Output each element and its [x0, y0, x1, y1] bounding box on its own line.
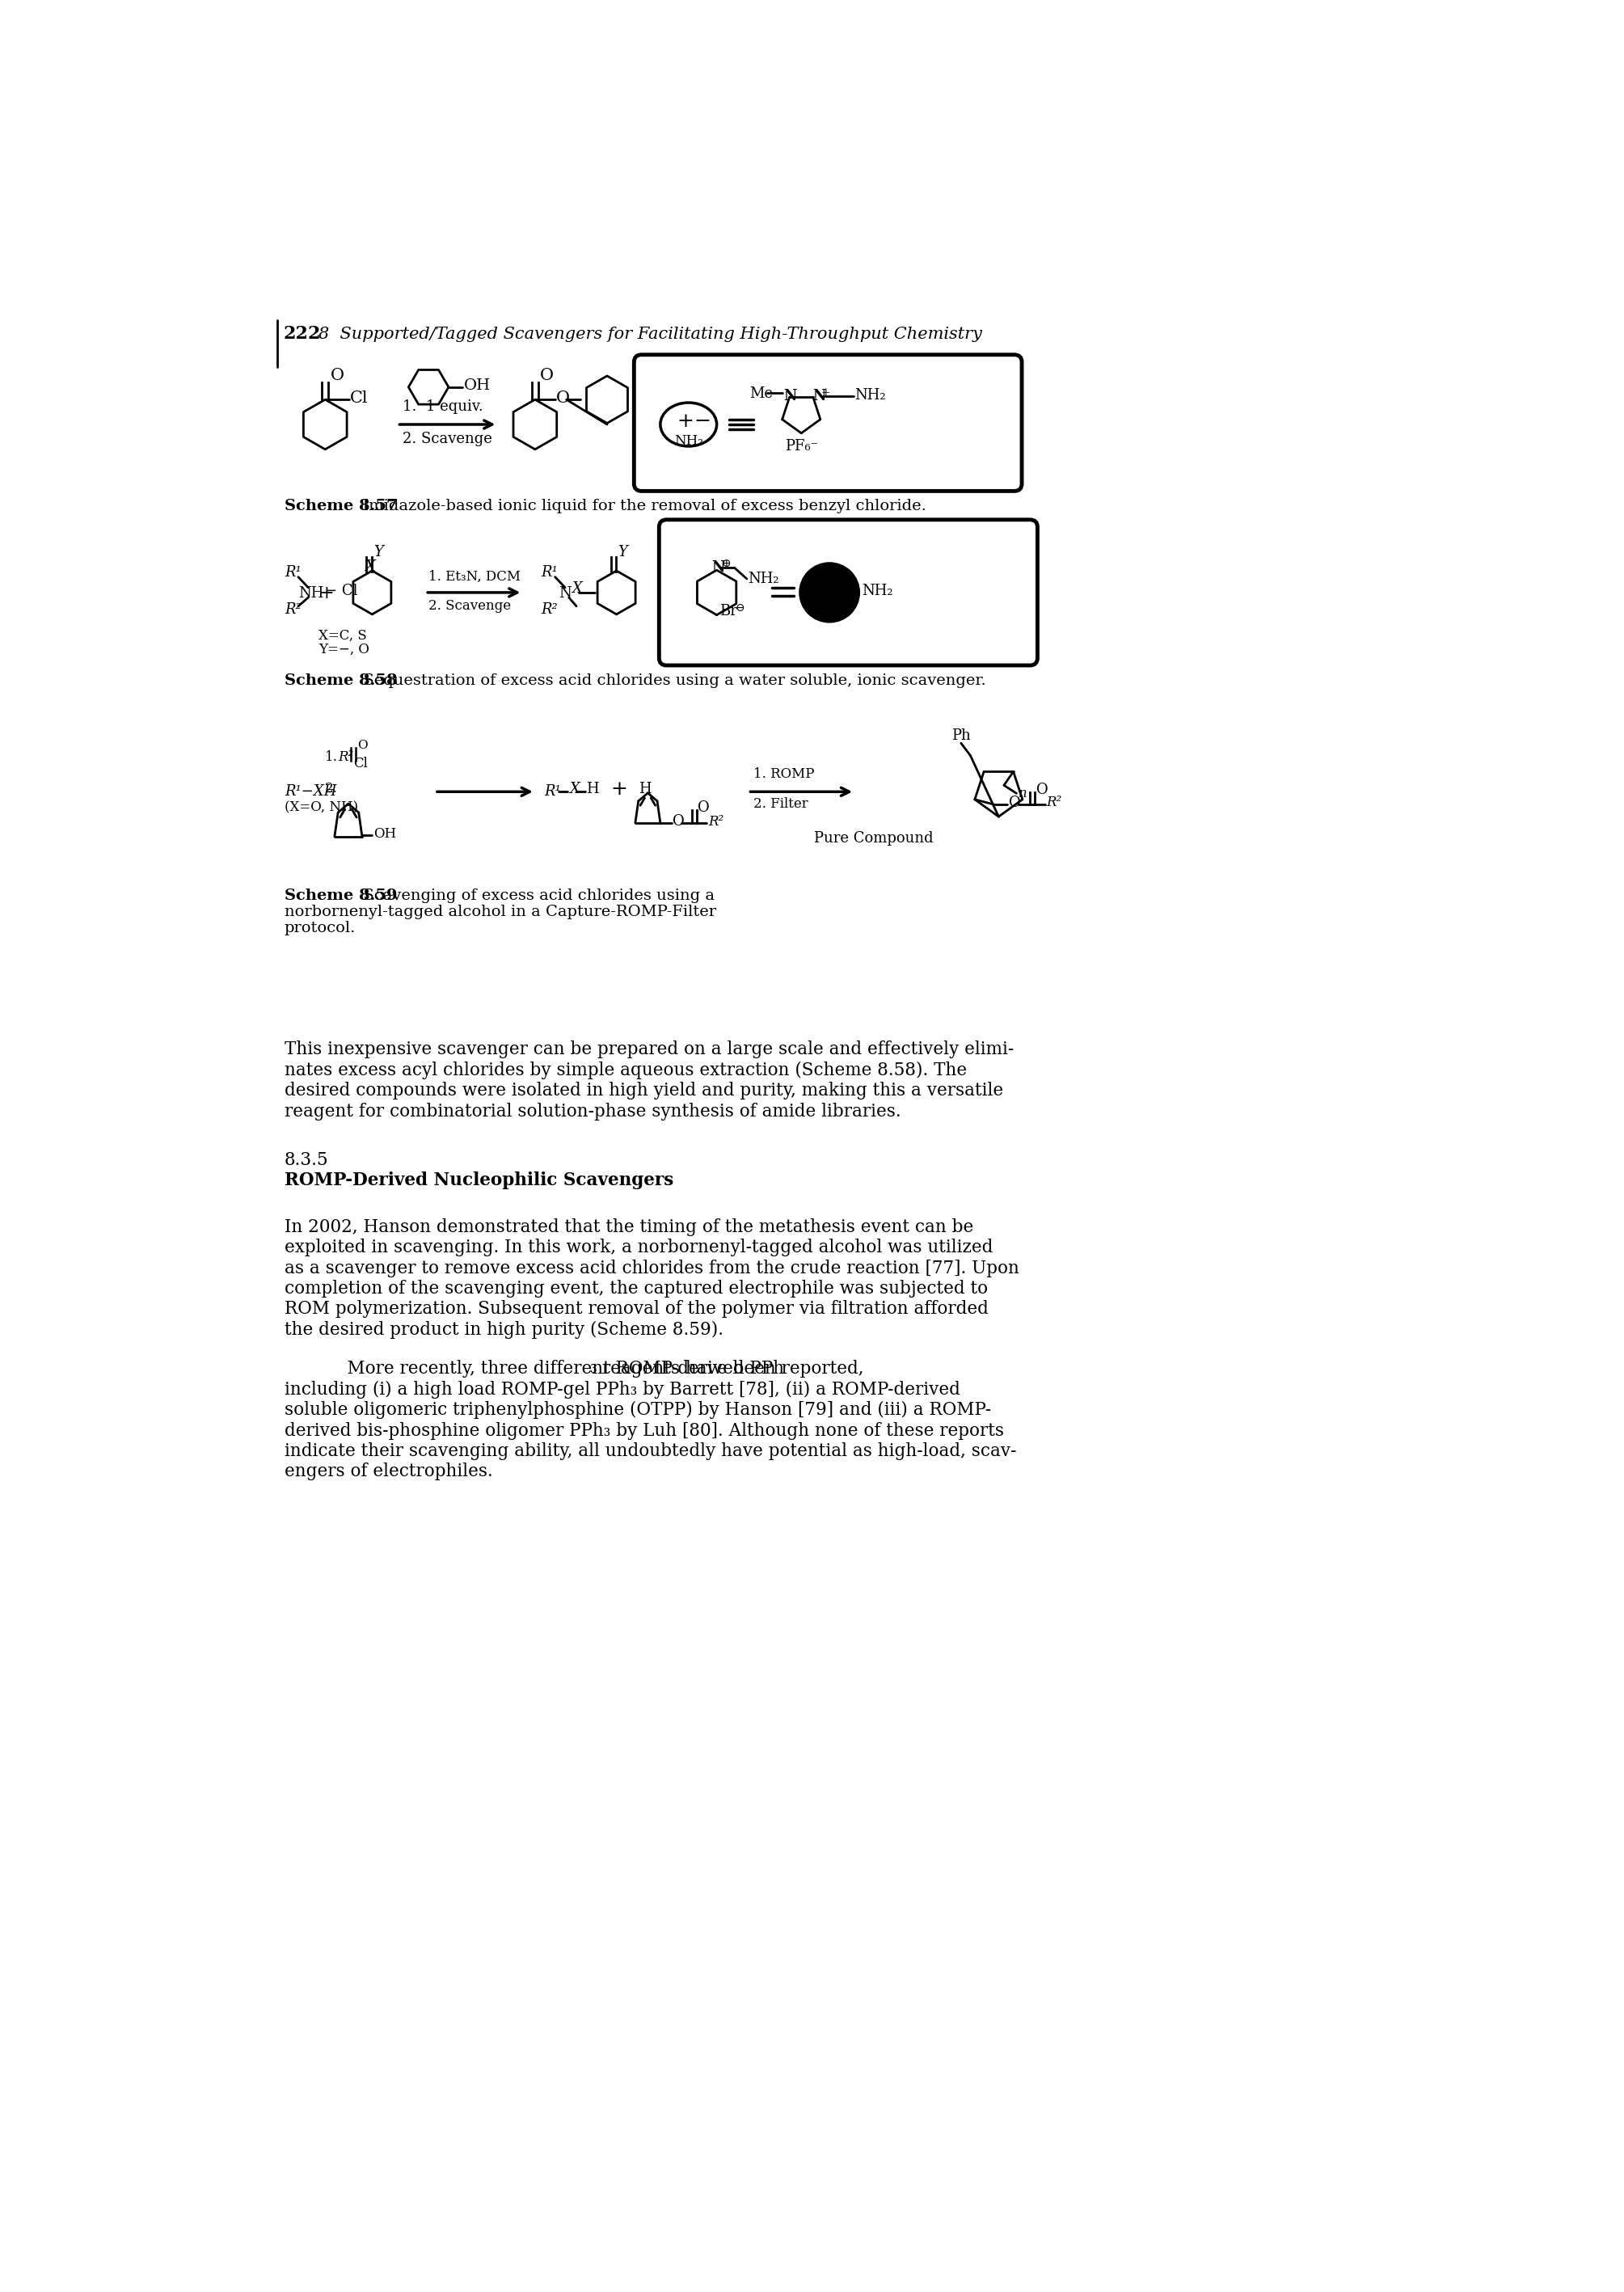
Text: engers of electrophiles.: engers of electrophiles.	[284, 1462, 492, 1481]
Text: OH: OH	[463, 378, 490, 394]
Text: O: O	[1036, 784, 1047, 798]
Text: O: O	[330, 369, 344, 383]
Text: exploited in scavenging. In this work, a norbornenyl-tagged alcohol was utilized: exploited in scavenging. In this work, a…	[284, 1238, 992, 1256]
Text: This inexpensive scavenger can be prepared on a large scale and effectively elim: This inexpensive scavenger can be prepar…	[284, 1041, 1013, 1059]
Text: ROMP-Derived Nucleophilic Scavengers: ROMP-Derived Nucleophilic Scavengers	[284, 1171, 674, 1190]
Text: n: n	[1018, 786, 1026, 800]
Text: Scheme 8.57: Scheme 8.57	[284, 500, 398, 513]
Text: +: +	[318, 584, 335, 603]
Text: soluble oligomeric triphenylphosphine (OTPP) by Hanson [79] and (iii) a ROMP-: soluble oligomeric triphenylphosphine (O…	[284, 1400, 991, 1419]
Text: (X=O, NH): (X=O, NH)	[284, 800, 359, 814]
Text: Y=−, O: Y=−, O	[318, 644, 370, 658]
Text: O: O	[672, 814, 685, 830]
Text: O: O	[557, 390, 570, 406]
Text: O: O	[541, 369, 554, 383]
Text: ⊕: ⊕	[721, 559, 731, 568]
Text: Cl: Cl	[354, 756, 367, 770]
FancyBboxPatch shape	[659, 520, 1038, 665]
Text: 1. ROMP: 1. ROMP	[754, 768, 814, 782]
Text: reagents have been reported,: reagents have been reported,	[596, 1359, 864, 1377]
Text: Sequestration of excess acid chlorides using a water soluble, ionic scavenger.: Sequestration of excess acid chlorides u…	[354, 674, 986, 688]
Text: 1.: 1.	[325, 749, 338, 763]
Text: completion of the scavenging event, the captured electrophile was subjected to: completion of the scavenging event, the …	[284, 1279, 987, 1297]
Text: N: N	[711, 559, 724, 575]
Text: as a scavenger to remove excess acid chlorides from the crude reaction [77]. Upo: as a scavenger to remove excess acid chl…	[284, 1258, 1020, 1277]
Text: X: X	[572, 582, 581, 596]
Text: +: +	[611, 779, 627, 798]
Text: 2.: 2.	[325, 782, 338, 795]
Text: 222: 222	[283, 325, 322, 344]
Text: +: +	[677, 413, 693, 431]
Text: Y: Y	[617, 545, 627, 559]
Text: Me: Me	[749, 385, 773, 401]
Text: NH₂: NH₂	[749, 571, 780, 587]
Circle shape	[799, 562, 859, 623]
Text: R¹−XH: R¹−XH	[284, 784, 336, 800]
Text: 1.  1 equiv.: 1. 1 equiv.	[403, 399, 482, 415]
Text: Scavenging of excess acid chlorides using a: Scavenging of excess acid chlorides usin…	[354, 889, 715, 903]
Text: R²: R²	[541, 603, 559, 617]
Text: N: N	[559, 587, 572, 601]
Text: R²: R²	[284, 603, 300, 617]
Text: N: N	[783, 390, 796, 403]
Text: More recently, three different ROMP-derived PPh: More recently, three different ROMP-deri…	[325, 1359, 784, 1377]
Text: the desired product in high purity (Scheme 8.59).: the desired product in high purity (Sche…	[284, 1320, 723, 1339]
Text: 2. Scavenge: 2. Scavenge	[403, 433, 492, 447]
Text: 2. Scavenge: 2. Scavenge	[429, 598, 512, 612]
Text: R¹: R¹	[541, 566, 559, 580]
Text: In 2002, Hanson demonstrated that the timing of the metathesis event can be: In 2002, Hanson demonstrated that the ti…	[284, 1217, 973, 1235]
Text: X: X	[365, 559, 375, 575]
Text: R¹: R¹	[284, 566, 300, 580]
Text: H: H	[586, 782, 599, 798]
Text: O: O	[357, 740, 367, 752]
Text: 2. Filter: 2. Filter	[754, 798, 807, 811]
Text: O: O	[698, 800, 710, 816]
Text: 3: 3	[591, 1364, 598, 1375]
Text: nates excess acyl chlorides by simple aqueous extraction (Scheme 8.58). The: nates excess acyl chlorides by simple aq…	[284, 1061, 966, 1080]
Text: OH: OH	[374, 827, 396, 841]
Text: −: −	[693, 413, 711, 431]
Text: PF₆⁻: PF₆⁻	[784, 440, 818, 454]
Text: reagent for combinatorial solution-phase synthesis of amide libraries.: reagent for combinatorial solution-phase…	[284, 1102, 901, 1121]
Text: R¹: R¹	[544, 784, 562, 800]
Text: H: H	[638, 782, 651, 798]
Text: derived bis-phosphine oligomer PPh₃ by Luh [80]. Although none of these reports: derived bis-phosphine oligomer PPh₃ by L…	[284, 1421, 1004, 1439]
Text: NH₂: NH₂	[674, 433, 703, 447]
Text: 8.3.5: 8.3.5	[284, 1151, 328, 1169]
Text: norbornenyl-tagged alcohol in a Capture-ROMP-Filter: norbornenyl-tagged alcohol in a Capture-…	[284, 905, 716, 919]
Text: +: +	[820, 387, 830, 399]
Text: Scheme 8.58: Scheme 8.58	[284, 674, 398, 688]
Text: Y: Y	[374, 545, 383, 559]
Text: NH: NH	[299, 587, 323, 601]
Text: including (i) a high load ROMP-gel PPh₃ by Barrett [78], (ii) a ROMP-derived: including (i) a high load ROMP-gel PPh₃ …	[284, 1380, 960, 1398]
Text: X: X	[568, 782, 580, 798]
Text: Imidazole-based ionic liquid for the removal of excess benzyl chloride.: Imidazole-based ionic liquid for the rem…	[352, 500, 926, 513]
Text: NH₂: NH₂	[862, 584, 893, 598]
FancyBboxPatch shape	[633, 355, 1021, 490]
Text: ROM polymerization. Subsequent removal of the polymer via filtration afforded: ROM polymerization. Subsequent removal o…	[284, 1300, 989, 1318]
Text: 1. Et₃N, DCM: 1. Et₃N, DCM	[429, 568, 521, 582]
Text: ⊖: ⊖	[736, 603, 745, 614]
Text: N: N	[812, 390, 827, 403]
Text: Pure Compound: Pure Compound	[814, 832, 934, 846]
Text: R²: R²	[338, 749, 352, 763]
Text: R²: R²	[708, 814, 723, 827]
Text: desired compounds were isolated in high yield and purity, making this a versatil: desired compounds were isolated in high …	[284, 1082, 1004, 1100]
Text: Scheme 8.59: Scheme 8.59	[284, 889, 398, 903]
Text: protocol.: protocol.	[284, 921, 356, 935]
Text: X=C, S: X=C, S	[318, 630, 367, 644]
Text: R²: R²	[1046, 795, 1062, 809]
Text: NH₂: NH₂	[854, 387, 885, 403]
Text: indicate their scavenging ability, all undoubtedly have potential as high-load, : indicate their scavenging ability, all u…	[284, 1442, 1017, 1460]
Text: 8  Supported/Tagged Scavengers for Facilitating High-Throughput Chemistry: 8 Supported/Tagged Scavengers for Facili…	[318, 325, 983, 342]
Text: Cl: Cl	[351, 390, 369, 406]
Text: Br: Br	[719, 603, 737, 619]
Text: Ph: Ph	[952, 729, 971, 743]
Text: O: O	[1009, 795, 1020, 809]
Text: − Cl: − Cl	[325, 584, 357, 598]
